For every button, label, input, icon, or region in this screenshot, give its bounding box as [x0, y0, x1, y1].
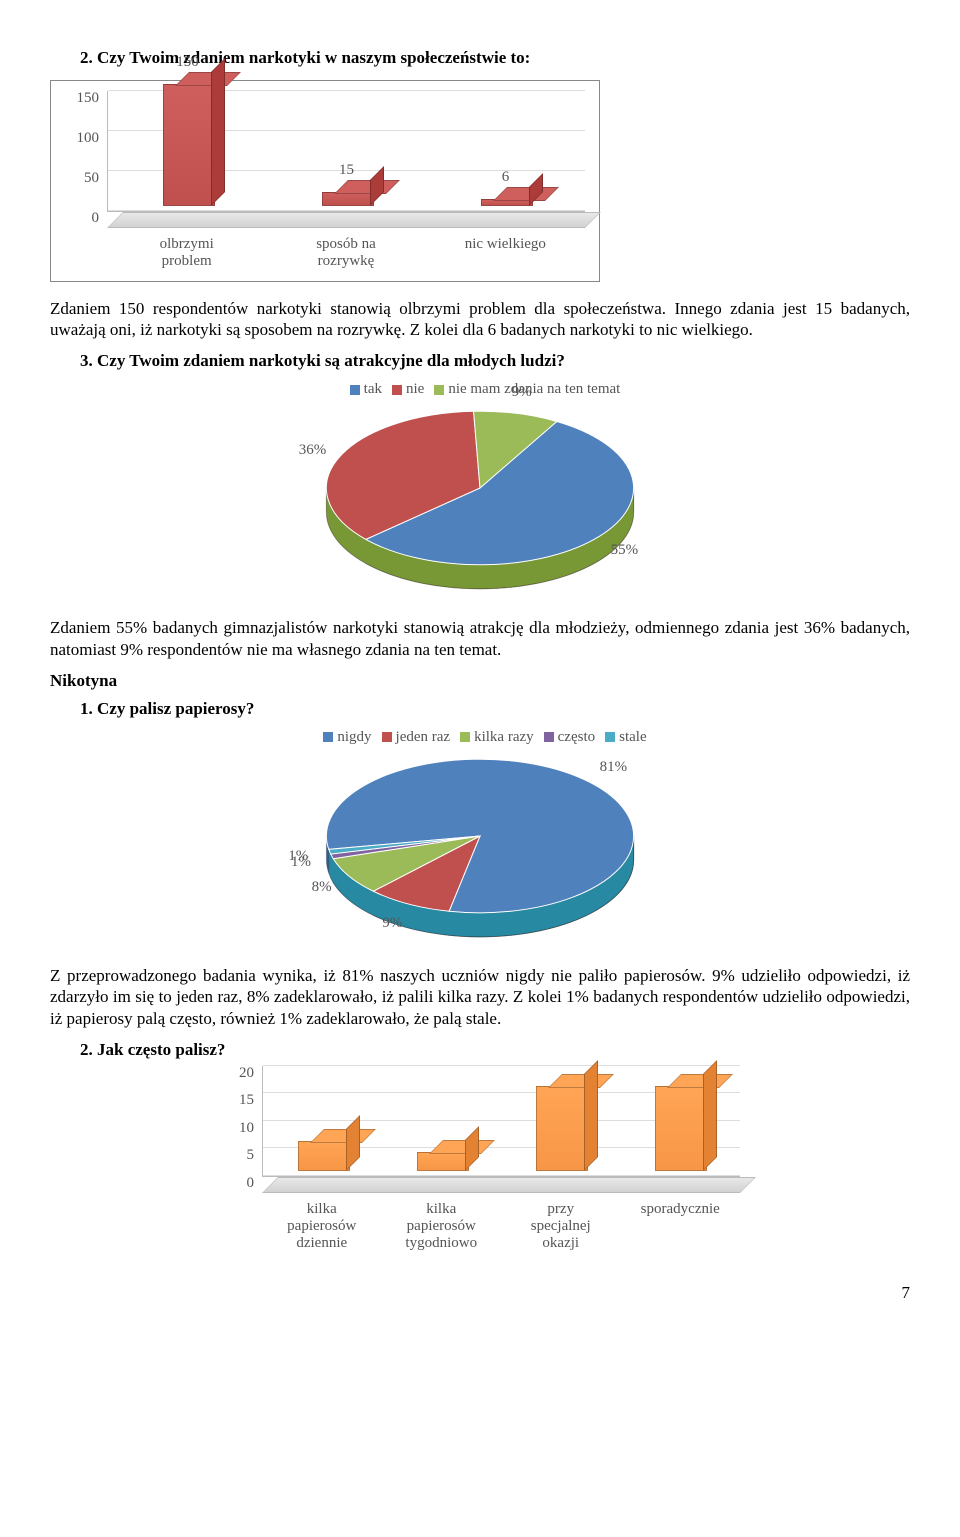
q3-paragraph: Zdaniem 55% badanych gimnazjalistów nark… [50, 617, 910, 661]
q2-paragraph: Zdaniem 150 respondentów narkotyki stano… [50, 298, 910, 342]
page-number: 7 [50, 1283, 910, 1303]
q3-pie-chart: taknienie mam zdania na ten temat55%36%9… [50, 381, 910, 607]
nikotyna-section: Nikotyna [50, 671, 910, 691]
q2-bar-chart: 150100500150156olbrzymiproblemsposób nar… [50, 80, 600, 282]
nik-q1-title: 1. Czy palisz papierosy? [50, 699, 910, 719]
nik-q2-title: 2. Jak często palisz? [50, 1040, 910, 1060]
q3-title: 3. Czy Twoim zdaniem narkotyki są atrakc… [50, 351, 910, 371]
nik-q2-bar-chart: 20151050kilkapapierosówdzienniekilkapapi… [50, 1066, 910, 1253]
nik-q1-pie-chart: nigdyjeden razkilka razyczęstostale81%9%… [50, 729, 910, 955]
nik-q1-paragraph: Z przeprowadzonego badania wynika, iż 81… [50, 965, 910, 1030]
